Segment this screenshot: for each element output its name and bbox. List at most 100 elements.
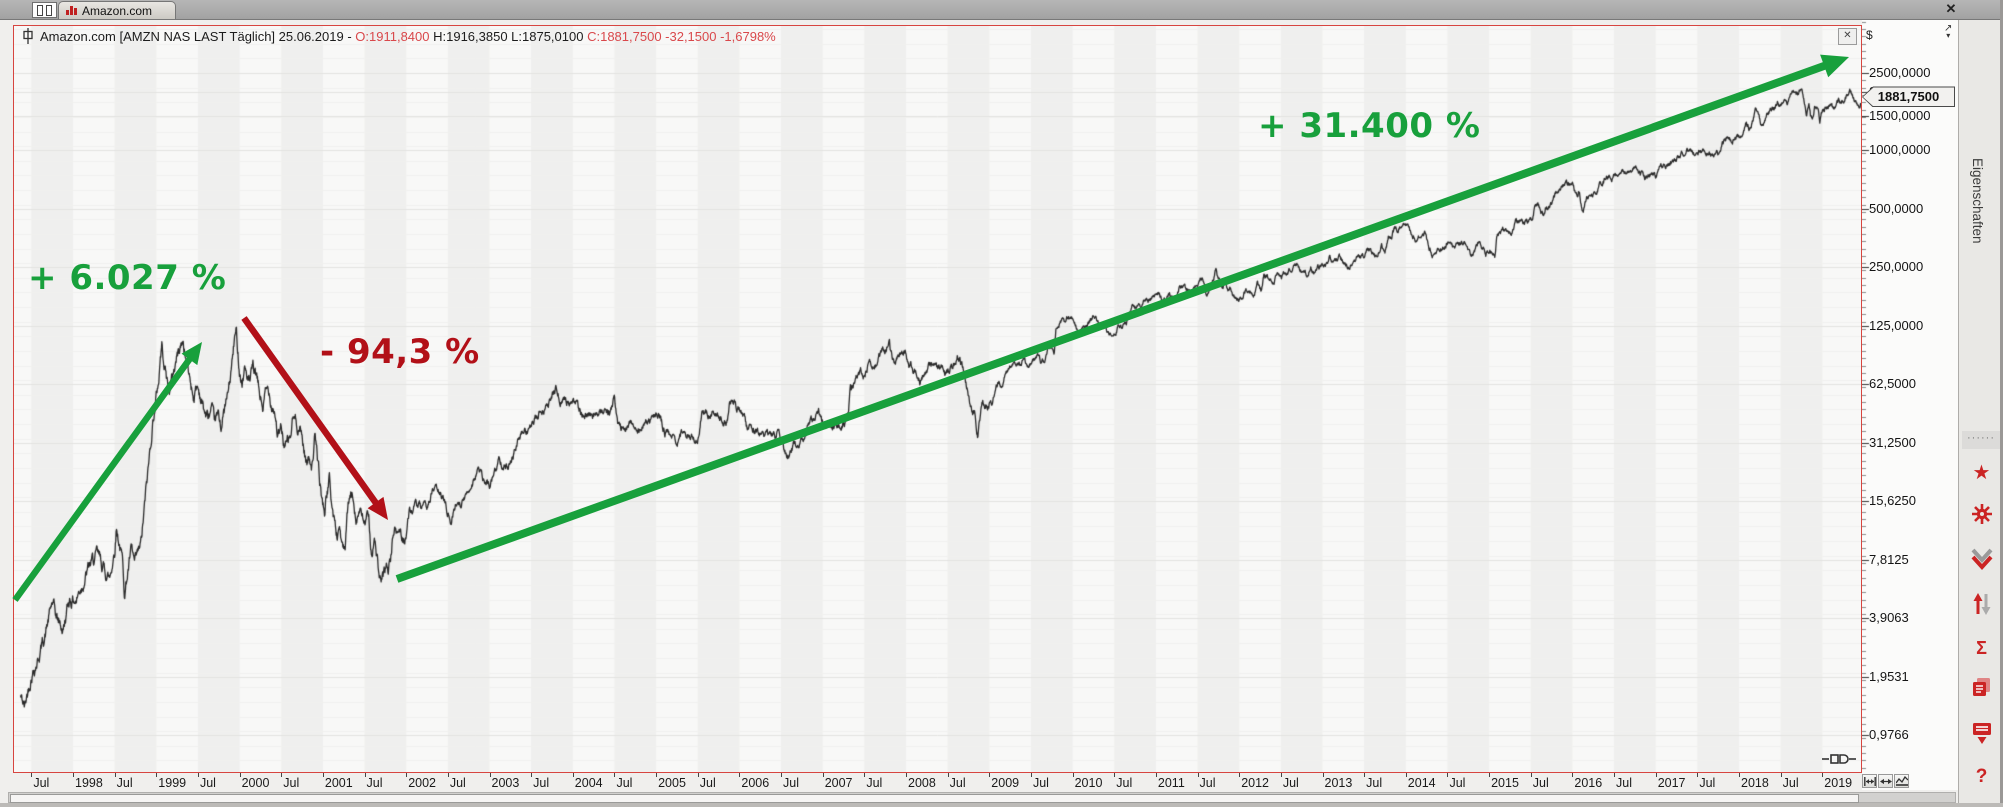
x-axis-tick	[406, 773, 408, 777]
x-axis-tick	[1780, 773, 1782, 777]
x-axis-tick-label: Jul	[1532, 776, 1549, 790]
expand-x-button[interactable]	[1878, 774, 1893, 788]
x-axis-tick-label: 2009	[991, 776, 1020, 790]
x-axis[interactable]: Jul 1998 Jul 1999 Jul 2000 Jul 2001 Jul 2002 Jul 20…	[13, 773, 1862, 790]
presentation-board-icon[interactable]	[1959, 721, 2003, 750]
x-axis-tick-label: Jul	[1282, 776, 1299, 790]
y-axis-tick-label: 15,6250	[1869, 493, 1916, 509]
x-axis-tick	[572, 773, 574, 777]
x-axis-tick-label: Jul	[1699, 776, 1716, 790]
x-axis-tick	[1030, 773, 1032, 777]
x-axis-tick	[614, 773, 616, 777]
x-axis-tick-label: 2012	[1241, 776, 1269, 790]
y-axis-tick-label: 1500,0000	[1869, 108, 1931, 124]
x-axis-tick	[73, 773, 74, 777]
price-chart-canvas[interactable]	[14, 26, 1861, 772]
window-close-button[interactable]: ✕	[1945, 1, 1957, 16]
x-axis-tick-label: 2007	[824, 776, 853, 790]
layout-split-button[interactable]	[32, 2, 57, 18]
x-axis-tick	[281, 773, 283, 777]
x-axis-tick-label: Jul	[116, 776, 133, 790]
x-axis-tick	[1280, 773, 1282, 777]
double-chevron-icon[interactable]	[1959, 548, 2003, 575]
axis-toolbar	[1862, 774, 1909, 788]
x-axis-tick	[239, 773, 241, 777]
y-axis-tick-label: 125,0000	[1869, 317, 1924, 333]
y-axis-tick-label: 250,0000	[1869, 259, 1924, 275]
settings-gear-icon[interactable]	[1959, 503, 2003, 530]
x-axis-tick-label: 2015	[1491, 776, 1519, 790]
x-axis-tick-label: Jul	[366, 776, 383, 790]
x-axis-tick	[947, 773, 949, 777]
x-axis-tick	[1239, 773, 1241, 777]
axis-settings-icon[interactable]: ↗ ▾	[1944, 23, 1953, 40]
x-axis-tick-label: Jul	[1116, 776, 1133, 790]
annotation-loss-1999-2001[interactable]: - 94,3 %	[320, 332, 480, 372]
y-axis-tick-label: 500,0000	[1869, 200, 1924, 216]
bar-chart-icon	[66, 6, 77, 15]
fit-chart-button[interactable]	[1894, 774, 1909, 788]
chart-close-button[interactable]: ✕	[1838, 28, 1857, 45]
x-axis-tick	[1364, 773, 1366, 777]
annotation-gain-1997-1999[interactable]: + 6.027 %	[28, 258, 227, 298]
x-axis-tick-label: 2016	[1574, 776, 1603, 790]
x-axis-tick	[322, 773, 324, 777]
x-axis-tick-label: Jul	[616, 776, 633, 790]
x-axis-tick-label: Jul	[449, 776, 466, 790]
horizontal-scrollbar[interactable]	[8, 792, 1956, 803]
x-axis-tick	[489, 773, 491, 777]
x-axis-tick-label: 2018	[1741, 776, 1769, 790]
x-axis-tick	[1155, 773, 1157, 777]
tab-amazon[interactable]: Amazon.com	[58, 1, 176, 19]
x-axis-tick	[1489, 773, 1491, 777]
x-axis-tick-label: Jul	[866, 776, 883, 790]
annotation-gain-2001-2019[interactable]: + 31.400 %	[1258, 106, 1481, 146]
y-axis[interactable]: $ ↗▾ 1881,7500 2500,00002000,00001500,00…	[1862, 20, 1958, 790]
pan-handle-icon[interactable]	[1822, 751, 1856, 767]
x-axis-tick	[989, 773, 991, 777]
x-axis-tick-label: Jul	[1616, 776, 1633, 790]
x-axis-tick	[1197, 773, 1199, 777]
x-axis-tick-label: 2010	[1074, 776, 1103, 790]
x-axis-tick	[1072, 773, 1074, 777]
sum-sigma-icon[interactable]: Σ	[1976, 638, 1987, 658]
currency-label: $	[1866, 28, 1873, 42]
properties-sidebar: Eigenschaften ······ ★ Σ ?	[1958, 20, 2003, 807]
y-axis-tick-label: 2500,0000	[1869, 65, 1931, 80]
sidebar-drag-handle[interactable]: ······	[1962, 431, 2000, 449]
title-instrument: Amazon.com [AMZN NAS LAST Täglich] 25.06…	[40, 28, 356, 44]
x-axis-tick-label: 2005	[658, 776, 686, 790]
favorites-icon[interactable]: ★	[1972, 462, 1991, 484]
help-icon[interactable]: ?	[1975, 766, 1988, 787]
x-axis-tick-label: 2000	[241, 776, 270, 790]
x-axis-tick-label: Jul	[1449, 776, 1466, 790]
x-axis-tick	[1655, 773, 1657, 777]
x-axis-tick	[1405, 773, 1407, 777]
last-price-value: 1881,7500	[1863, 87, 1954, 107]
x-axis-tick	[1530, 773, 1532, 777]
y-axis-tick-label: 7,8125	[1869, 551, 1909, 567]
scrollbar-thumb[interactable]	[10, 794, 1859, 803]
x-axis-tick	[156, 773, 158, 777]
x-axis-tick-label: 2001	[324, 776, 353, 790]
x-axis-tick	[906, 773, 907, 777]
x-axis-tick-label: Jul	[533, 776, 550, 790]
x-axis-tick-label: Jul	[33, 776, 50, 790]
x-axis-tick-label: Jul	[1366, 776, 1383, 790]
x-axis-tick	[781, 773, 783, 777]
y-axis-ticks	[1862, 20, 1958, 790]
chart-pin-icon[interactable]	[22, 28, 34, 44]
x-axis-tick	[1322, 773, 1324, 777]
properties-panel-tab[interactable]: Eigenschaften	[1970, 158, 1985, 244]
report-pages-icon[interactable]	[1959, 676, 2003, 703]
split-pane-icon	[46, 4, 52, 16]
tab-strip: Amazon.com ✕	[0, 0, 2003, 20]
sort-updown-icon[interactable]	[1959, 592, 2003, 621]
x-axis-tick-label: 2011	[1157, 776, 1185, 790]
x-axis-tick-label: 2006	[741, 776, 770, 790]
x-axis-tick-label: Jul	[283, 776, 300, 790]
x-axis-tick-label: Jul	[699, 776, 716, 790]
compress-x-button[interactable]	[1862, 774, 1877, 788]
x-axis-tick	[447, 773, 449, 777]
